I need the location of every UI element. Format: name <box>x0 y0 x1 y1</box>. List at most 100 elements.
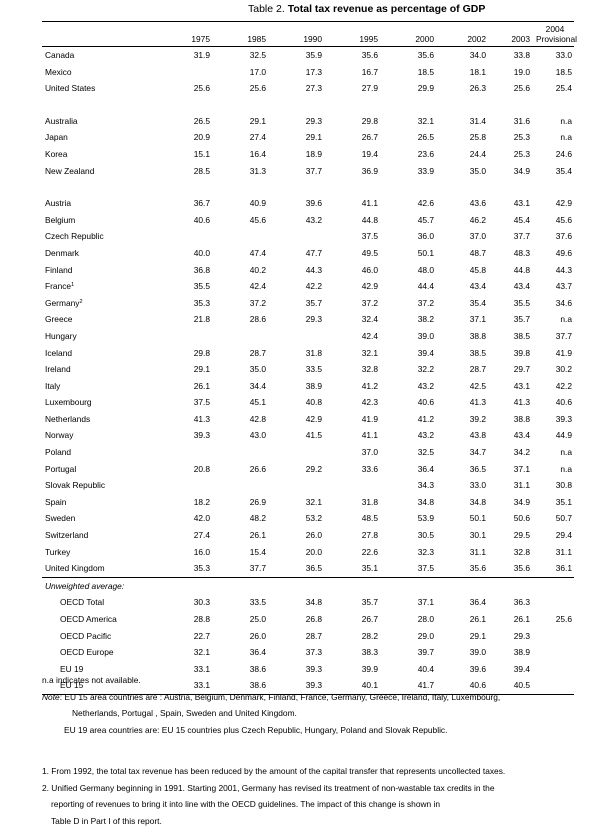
table-cell: 34.4 <box>249 380 266 391</box>
table-cell: 41.1 <box>361 198 378 209</box>
table-cell <box>218 328 274 345</box>
table-cell: 40.6 <box>193 214 210 225</box>
table-cell: 18.1 <box>469 66 486 77</box>
averages-heading-row: Unweighted average: <box>42 577 574 594</box>
country-name: Italy <box>45 380 61 391</box>
table-cell: 39.4 <box>513 663 530 674</box>
col-header-year: 2004 <box>545 24 565 34</box>
table-cell: 35.7 <box>361 597 378 608</box>
table-row: Czech Republic 37.5 36.0 37.0 37.7 37.6 <box>42 228 574 245</box>
row-label: Mexico <box>42 64 160 81</box>
table-cell: 29.5 <box>513 530 530 541</box>
table-cell: 39.6 <box>469 663 486 674</box>
note-na: n.a indicates not available. <box>42 675 141 685</box>
table-cell: 39.6 <box>305 198 322 209</box>
footnote-1: 1. From 1992, the total tax revenue has … <box>42 766 506 776</box>
table-cell: 32.5 <box>417 447 434 458</box>
country-name: Austria <box>45 198 72 209</box>
table-cell: 44.3 <box>305 264 322 275</box>
table-cell: 39.2 <box>469 413 486 424</box>
table-cell: 37.2 <box>417 297 434 308</box>
table-cell: 39.3 <box>305 663 322 674</box>
table-cell: 36.5 <box>274 560 330 578</box>
table-cell: n.a <box>560 447 572 458</box>
note-label: Note <box>42 691 60 702</box>
table-cell: 37.3 <box>305 647 322 658</box>
table-cell: 49.5 <box>361 247 378 258</box>
row-label: Portugal <box>42 461 160 478</box>
table-cell: 32.3 <box>417 546 434 557</box>
table-cell: 44.3 <box>555 264 572 275</box>
table-cell: 38.9 <box>305 380 322 391</box>
table-row: OECD America 28.8 25.0 26.8 26.7 28.0 26.1 26.1… <box>42 611 574 628</box>
table-row: Portugal 20.8 26.6 29.2 33.6 36.4 36.5 37.1 n.a <box>42 461 574 478</box>
table-cell: 25.4 <box>555 83 572 94</box>
table-cell: 26.1 <box>193 380 210 391</box>
table-cell: 25.6 <box>513 83 530 94</box>
table-cell: 34.6 <box>555 297 572 308</box>
table-cell: 33.1 <box>160 677 218 695</box>
table-cell: 43.1 <box>513 380 530 391</box>
footnote-marker: 2 <box>79 298 83 305</box>
table-cell: 25.6 <box>249 83 266 94</box>
table-row: Slovak Republic 34.3 33.0 31.1 30.8 <box>42 477 574 494</box>
table-cell: 38.8 <box>469 330 486 341</box>
table-cell: 20.0 <box>305 546 322 557</box>
table-cell: 32.2 <box>417 364 434 375</box>
table-cell: 40.6 <box>555 397 572 408</box>
table-row: Norway 39.3 43.0 41.5 41.1 43.2 43.8 43.4 44.9 <box>42 427 574 444</box>
table-cell: 24.6 <box>555 148 572 159</box>
table-cell: 26.1 <box>249 530 266 541</box>
table-row: Mexico 17.0 17.3 16.7 18.5 18.1 19.0 18.5 <box>42 64 574 81</box>
table-row: Australia 26.5 29.1 29.3 29.8 32.1 31.4 31.6 n.a <box>42 113 574 130</box>
table-cell: 34.8 <box>305 597 322 608</box>
col-header: 2000 <box>386 21 442 47</box>
tax-revenue-table: 1975 1985 1990 1995 2000 2002 2003 2004 … <box>42 21 577 695</box>
table-cell: 28.7 <box>249 347 266 358</box>
row-label: Slovak Republic <box>42 477 160 494</box>
header-blank <box>42 21 160 47</box>
table-cell: 32.8 <box>361 364 378 375</box>
table-cell: 48.5 <box>361 513 378 524</box>
table-cell: 42.2 <box>555 380 572 391</box>
table-cell: 31.8 <box>361 496 378 507</box>
table-cell <box>218 228 274 245</box>
table-cell: 26.5 <box>417 132 434 143</box>
table-cell: 27.3 <box>305 83 322 94</box>
table-cell: 26.0 <box>249 630 266 641</box>
row-label: Netherlands <box>42 411 160 428</box>
table-cell <box>218 444 274 461</box>
table-cell: 42.9 <box>305 413 322 424</box>
table-cell <box>160 444 218 461</box>
table-cell: 40.0 <box>193 247 210 258</box>
col-header-provisional: 2004 Provisional <box>536 21 577 47</box>
table-cell: 28.7 <box>469 364 486 375</box>
table-cell: 37.5 <box>361 231 378 242</box>
country-name: Slovak Republic <box>45 480 106 491</box>
table-cell: 38.5 <box>469 347 486 358</box>
table-cell: 37.7 <box>555 330 572 341</box>
country-name: OECD Total <box>60 597 105 608</box>
table-cell: 40.8 <box>305 397 322 408</box>
col-header: 1990 <box>274 21 330 47</box>
table-cell: 37.0 <box>361 447 378 458</box>
table-row: Finland 36.8 40.2 44.3 46.0 48.0 45.8 44.8 44.3 <box>42 262 574 279</box>
table-row: EU 19 33.1 38.6 39.3 39.9 40.4 39.6 39.4 <box>42 661 574 678</box>
country-name: Canada <box>45 50 75 60</box>
table-cell: 34.9 <box>513 496 530 507</box>
country-name: EU 19 <box>60 663 84 674</box>
table-cell: 43.1 <box>513 198 530 209</box>
country-name: Spain <box>45 496 67 507</box>
table-cell: 24.4 <box>469 148 486 159</box>
table-cell: 30.1 <box>469 530 486 541</box>
table-cell: 39.3 <box>555 413 572 424</box>
table-cell <box>274 444 330 461</box>
table-cell: 42.4 <box>361 330 378 341</box>
table-row: Netherlands 41.3 42.8 42.9 41.9 41.2 39.2 38.8 3… <box>42 411 574 428</box>
table-cell: 31.1 <box>555 546 572 557</box>
table-cell: 48.0 <box>417 264 434 275</box>
table-cell <box>536 677 574 695</box>
table-cell: 25.0 <box>249 614 266 624</box>
table-body: Canada 31.9 32.5 35.9 35.6 35.6 34.0 33.8 33.0 Me… <box>42 47 574 695</box>
table-cell: 37.2 <box>361 297 378 308</box>
